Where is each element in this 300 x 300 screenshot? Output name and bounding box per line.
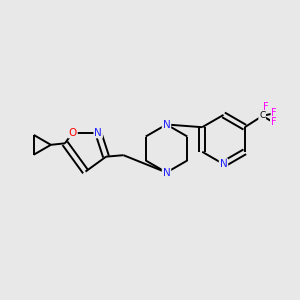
Text: C: C: [259, 111, 265, 120]
Text: F: F: [272, 108, 277, 118]
Text: N: N: [163, 167, 170, 178]
Text: F: F: [271, 117, 276, 128]
Text: N: N: [220, 159, 227, 169]
Text: N: N: [163, 119, 170, 130]
Text: F: F: [263, 102, 268, 112]
Text: N: N: [94, 128, 102, 137]
Text: O: O: [69, 128, 77, 137]
